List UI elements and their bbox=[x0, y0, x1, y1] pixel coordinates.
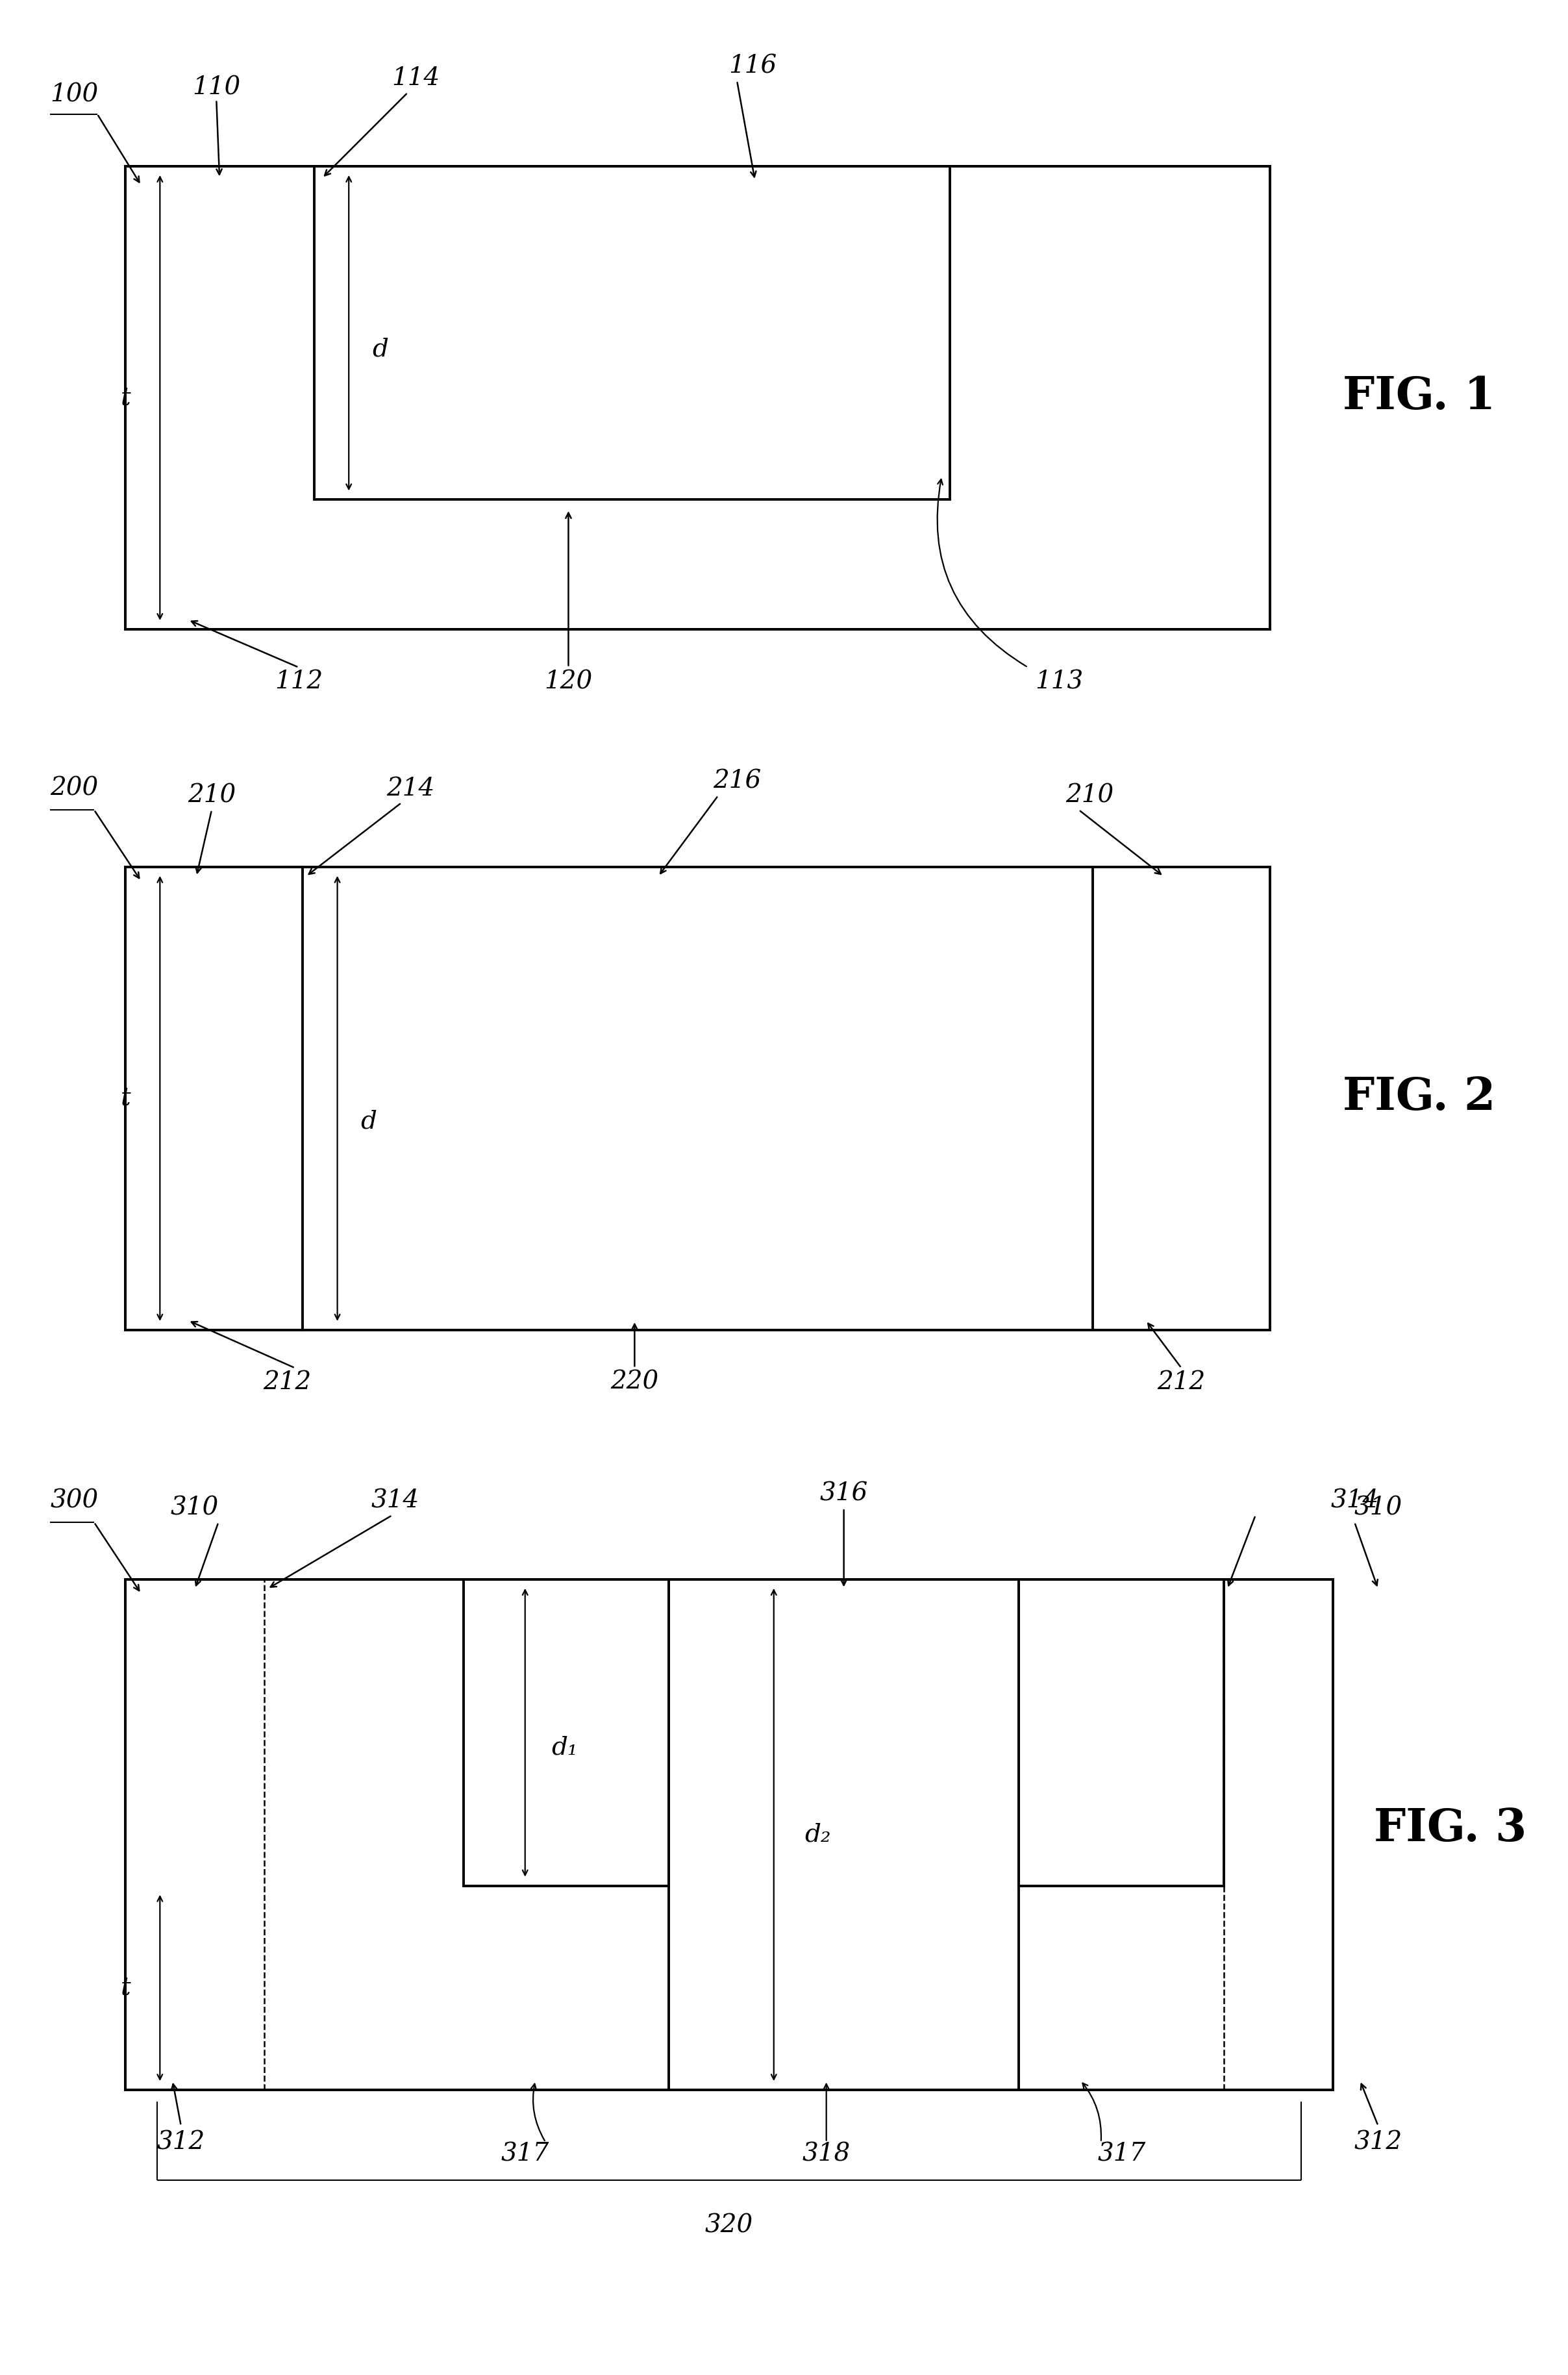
Text: 314: 314 bbox=[372, 1489, 419, 1513]
Text: 214: 214 bbox=[387, 777, 434, 800]
Text: d: d bbox=[372, 337, 389, 361]
Text: 210: 210 bbox=[188, 784, 235, 808]
Text: 317: 317 bbox=[500, 2142, 549, 2166]
Bar bbox=[125, 1579, 1333, 2090]
Text: 112: 112 bbox=[274, 670, 323, 693]
Text: 113: 113 bbox=[1035, 670, 1083, 693]
Bar bbox=[668, 1579, 1019, 2090]
Text: 200: 200 bbox=[50, 777, 99, 800]
Text: d₁: d₁ bbox=[550, 1736, 577, 1760]
Text: d: d bbox=[361, 1109, 376, 1133]
Bar bbox=[1093, 867, 1270, 1330]
Bar bbox=[668, 1579, 1019, 2090]
Text: 114: 114 bbox=[392, 66, 439, 90]
Text: 210: 210 bbox=[1066, 784, 1113, 808]
Text: FIG. 1: FIG. 1 bbox=[1342, 375, 1496, 418]
Bar bbox=[125, 867, 303, 1330]
Text: 100: 100 bbox=[50, 83, 99, 107]
Text: t: t bbox=[121, 1085, 130, 1112]
Bar bbox=[314, 166, 950, 499]
Bar bbox=[125, 867, 1270, 1330]
Text: 314: 314 bbox=[1331, 1489, 1380, 1513]
Text: 116: 116 bbox=[729, 55, 776, 78]
Text: 310: 310 bbox=[1355, 1496, 1402, 1520]
Text: d₂: d₂ bbox=[804, 1822, 831, 1848]
Text: 300: 300 bbox=[50, 1489, 99, 1513]
Text: 312: 312 bbox=[1355, 2130, 1402, 2154]
Text: 120: 120 bbox=[544, 670, 593, 693]
Bar bbox=[1019, 1579, 1225, 1886]
Text: 317: 317 bbox=[1098, 2142, 1146, 2166]
Text: 318: 318 bbox=[803, 2142, 850, 2166]
Text: 310: 310 bbox=[171, 1496, 220, 1520]
Text: FIG. 2: FIG. 2 bbox=[1342, 1076, 1496, 1119]
Text: 216: 216 bbox=[713, 770, 760, 793]
Bar bbox=[125, 1579, 1333, 2090]
Text: t: t bbox=[121, 1976, 130, 2000]
Bar bbox=[303, 867, 1093, 1330]
Text: 110: 110 bbox=[193, 76, 240, 100]
Text: 312: 312 bbox=[157, 2130, 205, 2154]
Text: 320: 320 bbox=[706, 2214, 753, 2237]
Bar bbox=[1019, 1579, 1225, 1886]
Text: 212: 212 bbox=[263, 1370, 312, 1394]
Bar bbox=[125, 166, 1270, 629]
Bar bbox=[464, 1579, 668, 1886]
Text: 212: 212 bbox=[1157, 1370, 1206, 1394]
Text: 220: 220 bbox=[610, 1370, 659, 1394]
Text: 316: 316 bbox=[820, 1482, 869, 1506]
Text: FIG. 3: FIG. 3 bbox=[1374, 1807, 1527, 1850]
Text: t: t bbox=[121, 385, 130, 411]
Bar bbox=[314, 166, 950, 499]
Bar bbox=[464, 1579, 668, 1886]
Bar bbox=[125, 166, 1270, 629]
